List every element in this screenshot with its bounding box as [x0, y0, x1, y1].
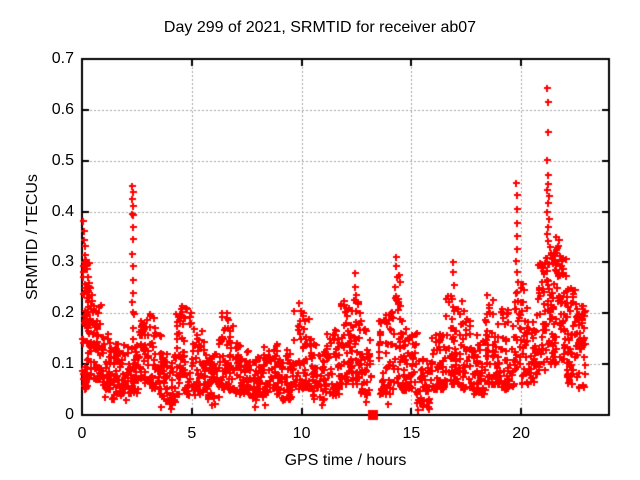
y-tick-label: 0.5 — [51, 151, 74, 169]
y-tick-label: 0.7 — [51, 50, 74, 67]
y-tick-label: 0.2 — [51, 304, 74, 322]
x-tick-label: 15 — [402, 425, 421, 442]
y-tick-label: 0.1 — [51, 355, 74, 373]
x-tick-label: 20 — [512, 425, 531, 442]
x-tick-label: 10 — [292, 425, 311, 442]
y-tick-label: 0.4 — [51, 202, 74, 220]
x-tick-label: 5 — [187, 425, 197, 442]
x-tick-label: 0 — [77, 425, 87, 442]
y-tick-label: 0.6 — [51, 100, 74, 118]
x-axis-label: GPS time / hours — [284, 452, 407, 469]
y-axis-label: SRMTID / TECUs — [24, 174, 41, 300]
y-tick-label: 0 — [65, 406, 74, 423]
y-tick-label: 0.3 — [51, 253, 74, 271]
chart-title: Day 299 of 2021, SRMTID for receiver ab0… — [163, 19, 477, 36]
